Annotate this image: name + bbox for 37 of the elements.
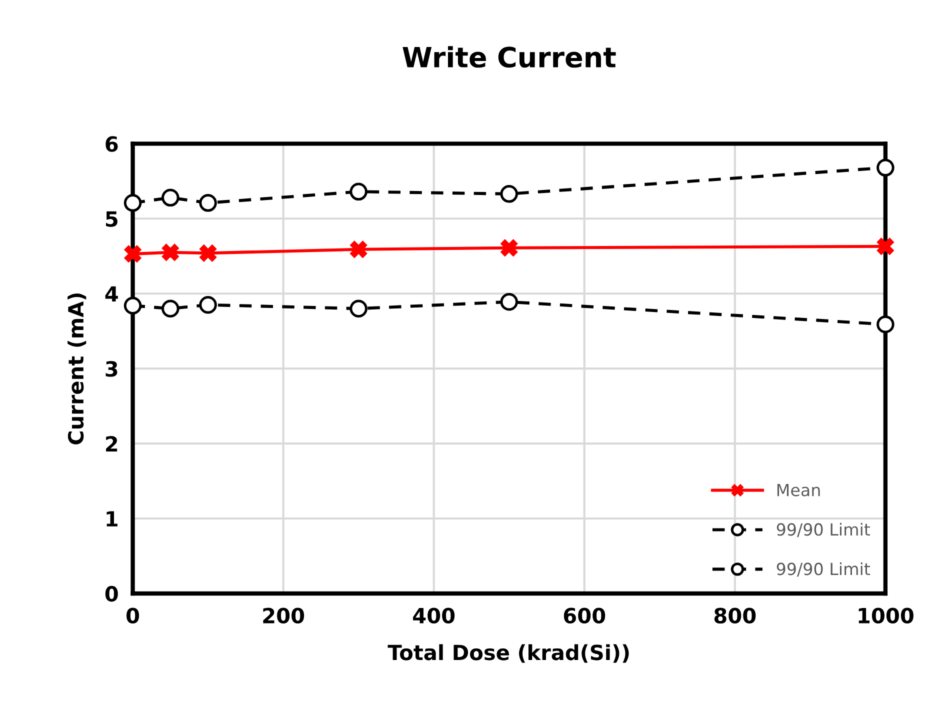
y-tick-label: 2 [106,436,118,452]
point [500,292,518,311]
point [162,244,180,262]
x-tick-label: 600 [564,608,606,624]
x-axis-title: Total Dose (krad(Si)) [388,644,629,663]
y-axis-title: Current (mA) [68,294,86,444]
point [199,244,217,262]
point [350,300,368,318]
chart-title: Write Current [402,46,616,68]
y-tick-label: 0 [105,586,118,602]
point [124,296,142,314]
y-tick-label: 1 [106,511,118,526]
point [500,185,518,203]
point [876,158,894,177]
x-tick-label: 200 [263,608,304,624]
legend-label: 99/90 Limit [776,562,870,577]
point [350,182,368,201]
x-tick-label: 400 [413,608,455,624]
legend-label: Mean [777,484,820,496]
point [124,194,142,212]
point [199,194,217,212]
legend-label: 99/90 Limit [776,522,870,538]
x-tick-label: 800 [714,608,756,624]
x-tick-label: 1000 [858,608,914,624]
point [162,300,180,318]
y-tick-label: 6 [106,136,118,152]
point [876,315,894,334]
point [124,245,142,263]
point [500,239,518,257]
y-tick-label: 3 [106,361,118,377]
y-tick-label: 4 [105,286,118,302]
point [350,240,368,258]
x-tick-label: 0 [126,608,140,624]
y-tick-label: 5 [106,211,118,227]
point [199,296,217,314]
point [876,238,894,256]
point [162,188,180,207]
